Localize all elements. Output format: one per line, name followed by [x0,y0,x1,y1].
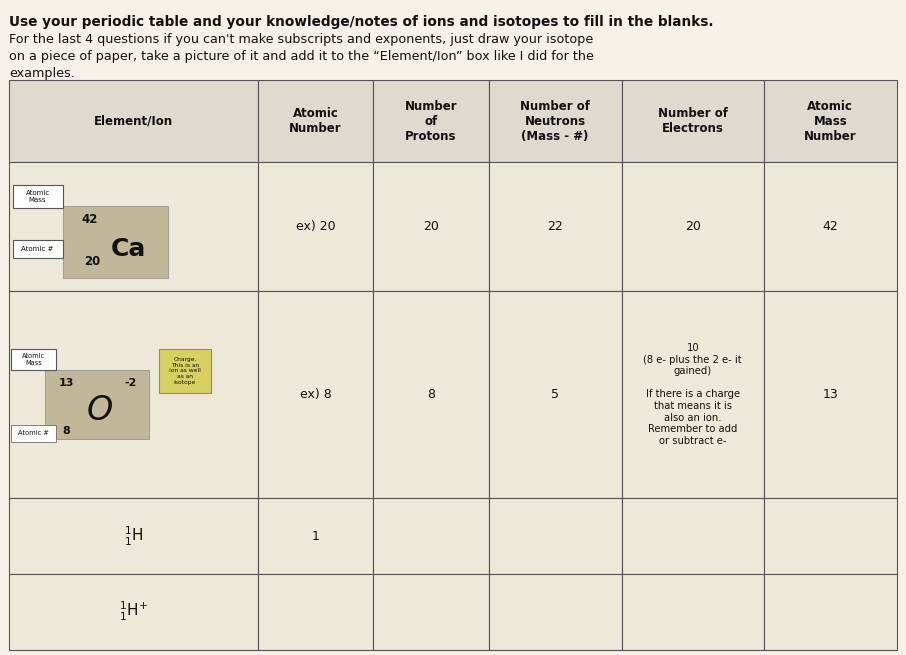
Text: 22: 22 [547,220,563,233]
Text: 8: 8 [63,426,70,436]
Text: $^{1}_{1}$H$^{+}$: $^{1}_{1}$H$^{+}$ [119,600,148,624]
Text: Atomic #: Atomic # [22,246,53,252]
Text: 42: 42 [82,214,98,227]
Text: Element/Ion: Element/Ion [94,115,173,128]
Text: 1: 1 [312,530,319,542]
Text: Ca: Ca [111,236,146,261]
Text: $^{1}_{1}$H: $^{1}_{1}$H [124,525,143,548]
Text: Atomic
Mass
Number: Atomic Mass Number [804,100,857,143]
Text: 8: 8 [427,388,435,401]
Text: 42: 42 [823,220,838,233]
Text: 20: 20 [84,255,101,269]
Text: 10
(8 e- plus the 2 e- it
gained)

If there is a charge
that means it is
also an: 10 (8 e- plus the 2 e- it gained) If the… [643,343,742,446]
Text: Atomic
Number: Atomic Number [289,107,342,135]
Text: 13: 13 [59,378,73,388]
Text: examples.: examples. [9,67,75,80]
Text: Atomic
Mass: Atomic Mass [25,190,50,203]
Text: 13: 13 [823,388,838,401]
Text: Charge.
This is an
ion as well
as an
isotope: Charge. This is an ion as well as an iso… [169,357,201,385]
Text: Use your periodic table and your knowledge/notes of ions and isotopes to fill in: Use your periodic table and your knowled… [9,15,714,29]
Text: 20: 20 [423,220,439,233]
Text: Atomic #: Atomic # [18,430,49,436]
Text: Number of
Neutrons
(Mass - #): Number of Neutrons (Mass - #) [520,100,590,143]
Text: ex) 8: ex) 8 [300,388,332,401]
Text: O: O [86,394,112,426]
Text: -2: -2 [124,378,137,388]
Text: on a piece of paper, take a picture of it and add it to the “Element/Ion” box li: on a piece of paper, take a picture of i… [9,50,594,63]
Text: Number of
Electrons: Number of Electrons [658,107,728,135]
Text: Number
of
Protons: Number of Protons [404,100,458,143]
Text: For the last 4 questions if you can't make subscripts and exponents, just draw y: For the last 4 questions if you can't ma… [9,33,593,46]
Text: ex) 20: ex) 20 [295,220,335,233]
Text: 20: 20 [685,220,700,233]
Text: Atomic
Mass: Atomic Mass [22,352,45,365]
Text: 5: 5 [551,388,559,401]
